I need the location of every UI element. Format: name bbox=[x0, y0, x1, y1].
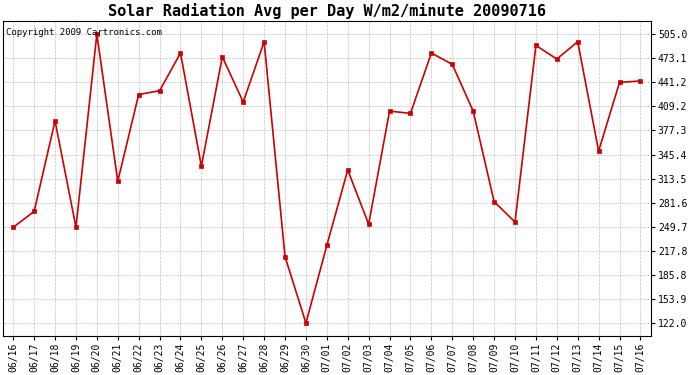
Text: Copyright 2009 Cartronics.com: Copyright 2009 Cartronics.com bbox=[6, 28, 162, 37]
Title: Solar Radiation Avg per Day W/m2/minute 20090716: Solar Radiation Avg per Day W/m2/minute … bbox=[108, 3, 546, 19]
